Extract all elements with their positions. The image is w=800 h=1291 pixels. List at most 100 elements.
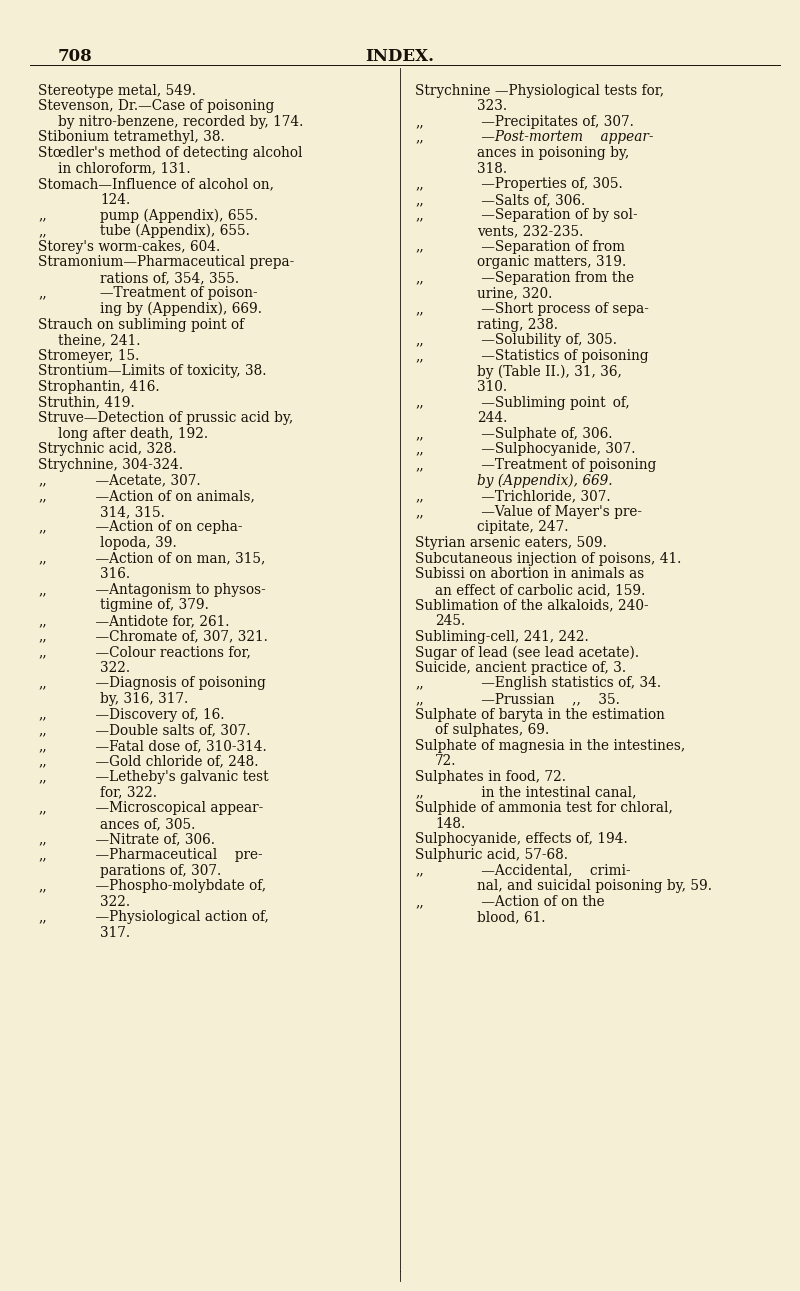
Text: organic matters, 319.: organic matters, 319.	[477, 256, 626, 270]
Text: —Gold chloride of, 248.: —Gold chloride of, 248.	[78, 754, 258, 768]
Text: Styrian arsenic eaters, 509.: Styrian arsenic eaters, 509.	[415, 536, 607, 550]
Text: rations of, 354, 355.: rations of, 354, 355.	[100, 271, 239, 285]
Text: Suicide, ancient practice of, 3.: Suicide, ancient practice of, 3.	[415, 661, 626, 675]
Text: by (Table II.), 31, 36,: by (Table II.), 31, 36,	[477, 364, 622, 378]
Text: ,,: ,,	[415, 676, 424, 691]
Text: —Letheby's galvanic test: —Letheby's galvanic test	[78, 769, 269, 784]
Text: an effect of carbolic acid, 159.: an effect of carbolic acid, 159.	[435, 582, 646, 596]
Text: —Trichloride, 307.: —Trichloride, 307.	[455, 489, 610, 503]
Text: Sulphuric acid, 57-68.: Sulphuric acid, 57-68.	[415, 848, 568, 862]
Text: ,,: ,,	[38, 769, 46, 784]
Text: 244.: 244.	[477, 412, 507, 425]
Text: ,,: ,,	[415, 427, 424, 440]
Text: —Action of on cepha-: —Action of on cepha-	[78, 520, 242, 534]
Text: Struve—Detection of prussic acid by,: Struve—Detection of prussic acid by,	[38, 412, 294, 425]
Text: ,,: ,,	[415, 192, 424, 207]
Text: ,,: ,,	[415, 349, 424, 363]
Text: ,,: ,,	[38, 646, 46, 660]
Text: Strontium—Limits of toxicity, 38.: Strontium—Limits of toxicity, 38.	[38, 364, 266, 378]
Text: ,,: ,,	[38, 225, 46, 238]
Text: 148.: 148.	[435, 817, 466, 831]
Text: Stromeyer, 15.: Stromeyer, 15.	[38, 349, 139, 363]
Text: ,,: ,,	[38, 738, 46, 753]
Text: lopoda, 39.: lopoda, 39.	[100, 536, 177, 550]
Text: ,,: ,,	[415, 864, 424, 878]
Text: —Prussian    ,,    35.: —Prussian ,, 35.	[455, 692, 620, 706]
Text: blood, 61.: blood, 61.	[477, 910, 546, 924]
Text: ,,: ,,	[415, 505, 424, 519]
Text: in the intestinal canal,: in the intestinal canal,	[455, 786, 637, 799]
Text: ,,: ,,	[38, 802, 46, 815]
Text: —Salts of, 306.: —Salts of, 306.	[455, 192, 586, 207]
Text: ,,: ,,	[415, 895, 424, 909]
Text: rating, 238.: rating, 238.	[477, 318, 558, 332]
Text: ,,: ,,	[38, 287, 46, 301]
Text: —Colour reactions for,: —Colour reactions for,	[78, 646, 251, 660]
Text: —Nitrate of, 306.: —Nitrate of, 306.	[78, 833, 215, 847]
Text: ,,: ,,	[38, 879, 46, 893]
Text: ,,: ,,	[415, 333, 424, 347]
Text: ,,: ,,	[415, 271, 424, 285]
Text: ,,: ,,	[38, 910, 46, 924]
Text: urine, 320.: urine, 320.	[477, 287, 552, 301]
Text: ,,: ,,	[38, 707, 46, 722]
Text: ,,: ,,	[415, 115, 424, 129]
Text: ,,: ,,	[415, 177, 424, 191]
Text: pump (Appendix), 655.: pump (Appendix), 655.	[78, 208, 258, 223]
Text: cipitate, 247.: cipitate, 247.	[477, 520, 569, 534]
Text: by (Appendix), 669.: by (Appendix), 669.	[477, 474, 613, 488]
Text: for, 322.: for, 322.	[100, 786, 157, 799]
Text: ,,: ,,	[415, 786, 424, 799]
Text: Stevenson, Dr.—Case of poisoning: Stevenson, Dr.—Case of poisoning	[38, 99, 274, 114]
Text: ,,: ,,	[38, 551, 46, 565]
Text: —Discovery of, 16.: —Discovery of, 16.	[78, 707, 225, 722]
Text: Storey's worm-cakes, 604.: Storey's worm-cakes, 604.	[38, 240, 220, 253]
Text: ,,: ,,	[415, 395, 424, 409]
Text: —Physiological action of,: —Physiological action of,	[78, 910, 269, 924]
Text: Subcutaneous injection of poisons, 41.: Subcutaneous injection of poisons, 41.	[415, 551, 682, 565]
Text: 245.: 245.	[435, 615, 466, 627]
Text: —English statistics of, 34.: —English statistics of, 34.	[455, 676, 661, 691]
Text: ,,: ,,	[38, 630, 46, 644]
Text: 310.: 310.	[477, 380, 507, 394]
Text: —Action of on the: —Action of on the	[455, 895, 605, 909]
Text: ,,: ,,	[38, 474, 46, 488]
Text: ,,: ,,	[415, 130, 424, 145]
Text: —Antidote for, 261.: —Antidote for, 261.	[78, 615, 230, 627]
Text: 316.: 316.	[100, 567, 130, 581]
Text: —Subliming point  of,: —Subliming point of,	[455, 395, 630, 409]
Text: Stereotype metal, 549.: Stereotype metal, 549.	[38, 84, 196, 98]
Text: ,,: ,,	[415, 240, 424, 253]
Text: —Chromate of, 307, 321.: —Chromate of, 307, 321.	[78, 630, 268, 644]
Text: by nitro-benzene, recorded by, 174.: by nitro-benzene, recorded by, 174.	[58, 115, 303, 129]
Text: ances in poisoning by,: ances in poisoning by,	[477, 146, 630, 160]
Text: theine, 241.: theine, 241.	[58, 333, 141, 347]
Text: —Fatal dose of, 310-314.: —Fatal dose of, 310-314.	[78, 738, 266, 753]
Text: ,,: ,,	[38, 615, 46, 627]
Text: —Short process of sepa-: —Short process of sepa-	[455, 302, 649, 316]
Text: Sulphate of baryta in the estimation: Sulphate of baryta in the estimation	[415, 707, 665, 722]
Text: Strophantin, 416.: Strophantin, 416.	[38, 380, 160, 394]
Text: Strychnine —Physiological tests for,: Strychnine —Physiological tests for,	[415, 84, 664, 98]
Text: ,,: ,,	[38, 754, 46, 768]
Text: parations of, 307.: parations of, 307.	[100, 864, 222, 878]
Text: —Post-mortem    appear-: —Post-mortem appear-	[455, 130, 654, 145]
Text: Struthin, 419.: Struthin, 419.	[38, 395, 134, 409]
Text: Subliming-cell, 241, 242.: Subliming-cell, 241, 242.	[415, 630, 589, 644]
Text: —Antagonism to physos-: —Antagonism to physos-	[78, 582, 266, 596]
Text: Stomach—Influence of alcohol on,: Stomach—Influence of alcohol on,	[38, 177, 274, 191]
Text: Sublimation of the alkaloids, 240-: Sublimation of the alkaloids, 240-	[415, 599, 649, 612]
Text: ances of, 305.: ances of, 305.	[100, 817, 195, 831]
Text: —Microscopical appear-: —Microscopical appear-	[78, 802, 263, 815]
Text: by, 316, 317.: by, 316, 317.	[100, 692, 188, 706]
Text: —Pharmaceutical    pre-: —Pharmaceutical pre-	[78, 848, 262, 862]
Text: 322.: 322.	[100, 895, 130, 909]
Text: Strychnine, 304-324.: Strychnine, 304-324.	[38, 458, 183, 473]
Text: Subissi on abortion in animals as: Subissi on abortion in animals as	[415, 567, 644, 581]
Text: Sulphates in food, 72.: Sulphates in food, 72.	[415, 769, 566, 784]
Text: 317.: 317.	[100, 926, 130, 940]
Text: —Sulphocyanide, 307.: —Sulphocyanide, 307.	[455, 443, 635, 457]
Text: —Action of on man, 315,: —Action of on man, 315,	[78, 551, 266, 565]
Text: —Statistics of poisoning: —Statistics of poisoning	[455, 349, 649, 363]
Text: ,,: ,,	[38, 582, 46, 596]
